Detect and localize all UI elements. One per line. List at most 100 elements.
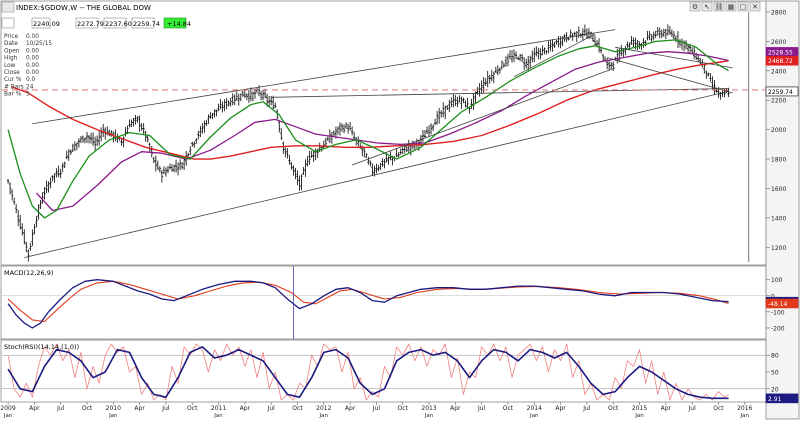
x-tick-sublabel: Jan	[529, 413, 539, 419]
info-value: 5	[26, 92, 30, 98]
ma-short-line	[7, 39, 729, 219]
info-value: 0.00	[26, 48, 39, 54]
stoch-y-tick-label: 50	[771, 370, 779, 377]
info-value: 10/25/15	[26, 41, 52, 47]
price-y-tick-label: 1800	[771, 157, 786, 164]
x-tick-label: 2013	[421, 405, 436, 412]
x-tick-label: 2014	[527, 405, 542, 412]
x-tick-label: Oct	[398, 405, 409, 412]
maximize-icon[interactable]: □	[737, 1, 749, 12]
grid-icon-frame	[725, 1, 737, 12]
price-bars	[6, 24, 730, 262]
info-label: Date	[4, 41, 18, 47]
info-value: 0.00	[26, 70, 39, 76]
cursor-icon[interactable]: ↖	[701, 1, 713, 12]
x-tick-label: Oct	[713, 405, 724, 412]
x-tick-label: Apr	[345, 405, 356, 412]
x-tick-sublabel: Jan	[3, 413, 13, 419]
open-value: 2240.09	[33, 20, 60, 28]
price-y-tick-label: 2400	[771, 68, 786, 75]
macd-title: MACD(12,26,9)	[4, 269, 53, 277]
info-value: 0.00	[26, 63, 39, 69]
axis-value-tag	[765, 86, 799, 97]
info-label: # Bars	[4, 84, 24, 90]
low-field	[103, 17, 127, 29]
x-tick-label: Jul	[582, 405, 591, 412]
axis-value-tag-label: 2.91	[768, 396, 782, 403]
x-tick-sublabel: Jan	[424, 413, 434, 419]
settings-icon-frame	[689, 1, 701, 12]
link-icon-frame	[713, 1, 725, 12]
x-tick-sublabel: Jan	[319, 413, 329, 419]
price-y-tick-label: 2800	[771, 10, 786, 17]
x-tick-label: Jul	[372, 405, 381, 412]
x-tick-label: Oct	[292, 405, 303, 412]
ma-long-line	[11, 60, 729, 160]
x-tick-label: 2009	[0, 405, 15, 412]
change-badge	[163, 17, 187, 29]
axis-value-tag-label: -48.14	[768, 301, 788, 308]
x-tick-label: Jul	[477, 405, 486, 412]
info-label: Close	[4, 70, 20, 76]
info-value: 24	[26, 84, 34, 90]
series-layer	[6, 24, 730, 401]
price-y-tick-label: 1400	[771, 215, 786, 222]
high-field	[75, 17, 99, 29]
macd-y-tick-label: -100	[771, 309, 785, 316]
axis-value-tag	[765, 393, 799, 404]
x-tick-label: Apr	[134, 405, 145, 412]
axis-panel	[765, 0, 800, 420]
maximize-icon-frame	[737, 1, 749, 12]
chart-title: INDEX:$GDOW,W -- THE GLOBAL DOW	[16, 4, 151, 12]
x-tick-label: Jul	[56, 405, 65, 412]
info-value: 0.00	[26, 56, 39, 62]
info-label: Bar %	[4, 92, 22, 98]
x-tick-label: 2015	[632, 405, 647, 412]
info-value: 0.00	[26, 34, 39, 40]
link-icon[interactable]: ⛓	[713, 1, 725, 12]
trendline	[607, 57, 733, 94]
x-tick-label: 2011	[211, 405, 226, 412]
x-tick-sublabel: Jan	[108, 413, 118, 419]
macd-y-tick-label: 100	[771, 277, 783, 284]
x-tick-label: Jul	[161, 405, 170, 412]
macd-y-tick-label: -200	[771, 325, 785, 332]
info-label: Low	[4, 63, 16, 69]
x-tick-label: Apr	[240, 405, 251, 412]
maximize-icon-glyph: □	[740, 3, 747, 11]
x-tick-label: 2012	[316, 405, 331, 412]
price-panel[interactable]	[0, 0, 767, 266]
info-label: High	[4, 56, 18, 62]
ma-mid-line	[35, 51, 729, 212]
price-y-tick-label: 2000	[771, 127, 786, 134]
x-tick-label: Apr	[450, 405, 461, 412]
close-value: 2259.74	[133, 20, 160, 28]
close-icon-glyph: ✕	[752, 3, 758, 11]
trendline	[24, 91, 729, 258]
x-tick-sublabel: Jan	[740, 413, 750, 419]
macd-line	[7, 279, 729, 329]
x-tick-label: Apr	[29, 405, 40, 412]
axis-layer: 1200 1400 1600 1800 2000 2200 2400 2600 2800 100 0…	[0, 10, 799, 419]
x-tick-label: Oct	[503, 405, 514, 412]
trendline	[615, 46, 733, 69]
stoch-y-tick-label: 80	[771, 353, 779, 360]
settings-icon-glyph: ⚙	[692, 3, 698, 11]
cursor-icon-glyph: ↖	[704, 3, 710, 11]
axis-value-tag-label: 2259.74	[768, 89, 793, 96]
stoch-y-tick-label: 20	[771, 386, 779, 393]
open-field	[31, 17, 51, 29]
x-tick-label: 2010	[106, 405, 121, 412]
x-tick-label: 2016	[737, 405, 752, 412]
grid-icon[interactable]: ▦	[725, 1, 737, 12]
x-tick-label: Jul	[267, 405, 276, 412]
link-icon-glyph: ⛓	[715, 3, 724, 11]
ticker-icon[interactable]	[1, 1, 15, 13]
close-icon[interactable]: ✕	[749, 1, 761, 12]
info-label: Open	[4, 48, 20, 54]
x-tick-label: Oct	[608, 405, 619, 412]
price-y-tick-label: 1200	[771, 245, 786, 252]
settings-icon[interactable]: ⚙	[689, 1, 701, 12]
